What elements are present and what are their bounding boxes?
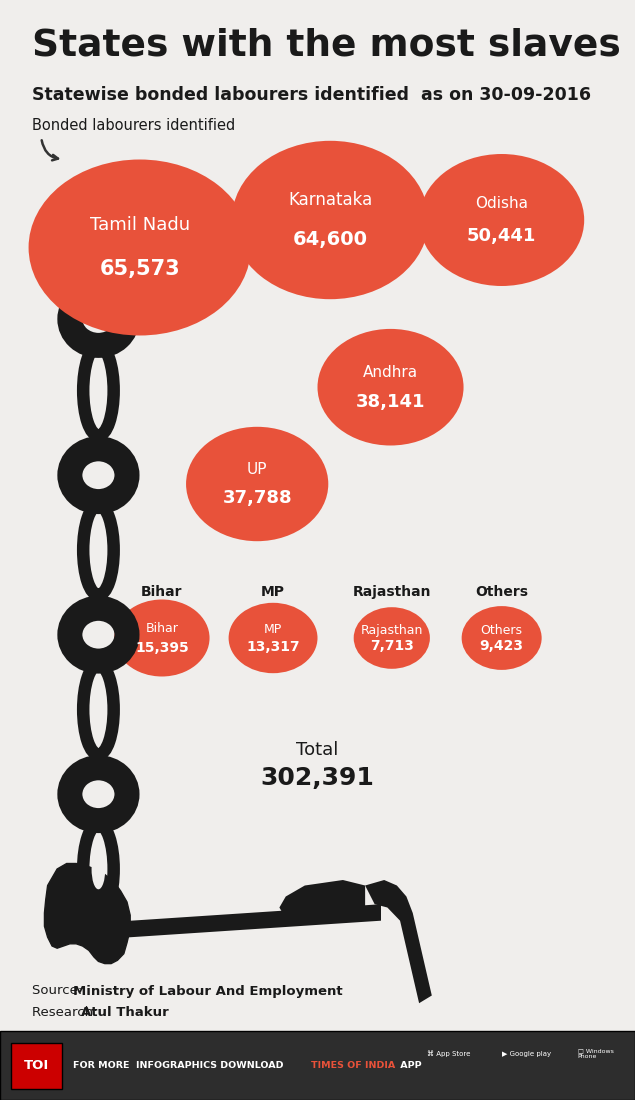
- Text: TIMES OF INDIA: TIMES OF INDIA: [311, 1062, 396, 1070]
- FancyBboxPatch shape: [11, 1043, 62, 1089]
- Ellipse shape: [229, 603, 318, 673]
- Polygon shape: [95, 904, 381, 946]
- Ellipse shape: [86, 463, 111, 487]
- Text: Andhra: Andhra: [363, 365, 418, 381]
- Ellipse shape: [91, 371, 105, 410]
- Ellipse shape: [462, 606, 542, 670]
- Ellipse shape: [91, 530, 105, 570]
- Polygon shape: [44, 864, 130, 964]
- Text: □ Windows
Phone: □ Windows Phone: [578, 1048, 613, 1059]
- Text: Bonded labourers identified: Bonded labourers identified: [32, 118, 235, 133]
- Text: Source:: Source:: [32, 984, 86, 998]
- Ellipse shape: [419, 154, 584, 286]
- Ellipse shape: [86, 782, 111, 806]
- Ellipse shape: [91, 690, 105, 729]
- Text: Others: Others: [475, 585, 528, 598]
- Text: Tamil Nadu: Tamil Nadu: [90, 217, 190, 234]
- Text: 13,317: 13,317: [246, 640, 300, 653]
- Text: 37,788: 37,788: [222, 490, 292, 507]
- Text: ⌘ App Store: ⌘ App Store: [427, 1050, 470, 1057]
- Text: 7,713: 7,713: [370, 639, 414, 652]
- Text: 65,573: 65,573: [100, 260, 180, 279]
- Ellipse shape: [232, 141, 429, 299]
- Text: TOI: TOI: [24, 1059, 50, 1072]
- Text: States with the most slaves: States with the most slaves: [32, 28, 620, 64]
- Polygon shape: [365, 880, 432, 1003]
- Text: Rajasthan: Rajasthan: [352, 585, 431, 598]
- Text: 38,141: 38,141: [356, 393, 425, 410]
- Text: Bihar: Bihar: [141, 585, 183, 598]
- Text: Atul Thakur: Atul Thakur: [81, 1006, 168, 1020]
- Ellipse shape: [91, 849, 105, 889]
- Text: Research:: Research:: [32, 1006, 102, 1020]
- Text: Karnataka: Karnataka: [288, 191, 372, 209]
- Text: Statewise bonded labourers identified  as on 30-09-2016: Statewise bonded labourers identified as…: [32, 86, 591, 103]
- Text: APP: APP: [397, 1062, 422, 1070]
- Text: 15,395: 15,395: [135, 640, 189, 654]
- Text: 302,391: 302,391: [260, 766, 375, 790]
- Text: Total: Total: [297, 741, 338, 759]
- Ellipse shape: [86, 623, 111, 647]
- Ellipse shape: [318, 329, 464, 446]
- Text: 9,423: 9,423: [479, 639, 524, 653]
- Text: MP: MP: [264, 623, 282, 636]
- Text: UP: UP: [247, 462, 267, 477]
- Ellipse shape: [114, 600, 210, 676]
- Text: 64,600: 64,600: [293, 230, 368, 250]
- Ellipse shape: [186, 427, 328, 541]
- Text: Others: Others: [481, 624, 523, 637]
- Text: Bihar: Bihar: [145, 621, 178, 635]
- Text: Odisha: Odisha: [475, 196, 528, 211]
- Text: FOR MORE  INFOGRAPHICS DOWNLOAD: FOR MORE INFOGRAPHICS DOWNLOAD: [73, 1062, 287, 1070]
- Polygon shape: [279, 880, 365, 922]
- Ellipse shape: [86, 307, 111, 331]
- Text: Ministry of Labour And Employment: Ministry of Labour And Employment: [73, 984, 343, 998]
- Ellipse shape: [29, 160, 251, 336]
- Text: 50,441: 50,441: [467, 228, 537, 245]
- Text: MP: MP: [261, 585, 285, 598]
- Ellipse shape: [354, 607, 430, 669]
- FancyBboxPatch shape: [0, 1031, 635, 1100]
- Text: ▶ Google play: ▶ Google play: [502, 1050, 551, 1057]
- Text: Rajasthan: Rajasthan: [361, 624, 423, 637]
